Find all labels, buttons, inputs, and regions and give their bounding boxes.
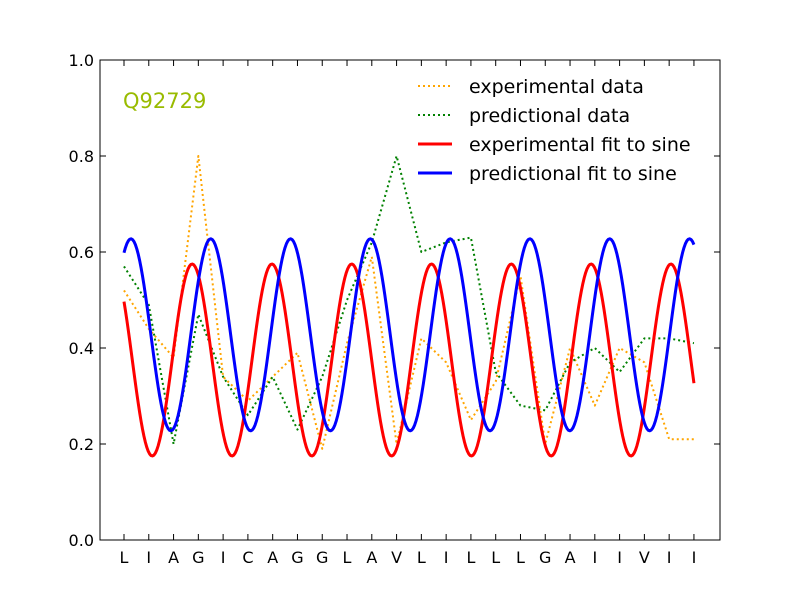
y-tick-label-4: 0.8 <box>69 147 94 166</box>
x-tick-label-15: L <box>491 548 500 567</box>
x-tick-label-3: G <box>192 548 204 567</box>
x-tick-label-23: I <box>692 548 697 567</box>
x-tick-label-14: L <box>466 548 475 567</box>
axis-ticks: 0.00.20.40.60.81.0L I A G I C A G G L A V L I L L L G A I I V… <box>69 51 720 567</box>
x-tick-label-19: I <box>592 548 597 567</box>
x-tick-label-6: A <box>267 548 278 567</box>
y-tick-label-3: 0.6 <box>69 243 94 262</box>
x-tick-label-12: L <box>417 548 426 567</box>
x-tick-label-22: I <box>667 548 672 567</box>
y-tick-label-5: 1.0 <box>69 51 94 70</box>
x-tick-label-7: G <box>291 548 303 567</box>
x-tick-label-20: I <box>617 548 622 567</box>
plot-area <box>122 155 696 458</box>
series-line-4 <box>122 237 696 433</box>
legend-label-3: experimental fit to sine <box>469 134 691 156</box>
x-tick-label-21: V <box>639 548 650 567</box>
x-tick-label-18: A <box>565 548 576 567</box>
x-tick-label-8: G <box>316 548 328 567</box>
series-line-3 <box>122 262 696 458</box>
series-line-1 <box>123 155 694 450</box>
y-tick-label-1: 0.2 <box>69 435 94 454</box>
legend-label-2: predictional data <box>469 105 630 127</box>
x-tick-label-4: I <box>221 548 226 567</box>
y-tick-label-2: 0.4 <box>69 339 94 358</box>
x-tick-label-16: L <box>516 548 525 567</box>
x-tick-label-13: I <box>444 548 449 567</box>
axes-frame <box>99 59 721 541</box>
x-tick-label-0: L <box>120 548 129 567</box>
y-tick-label-0: 0.0 <box>69 531 94 550</box>
x-tick-label-10: A <box>366 548 377 567</box>
x-tick-label-1: I <box>146 548 151 567</box>
legend-label-1: experimental data <box>469 76 644 98</box>
chart-annotation: Q92729 <box>123 89 206 113</box>
x-tick-label-17: G <box>539 548 551 567</box>
x-tick-label-11: V <box>391 548 402 567</box>
x-tick-label-2: A <box>168 548 179 567</box>
x-tick-label-9: L <box>343 548 352 567</box>
series-line-2 <box>123 155 695 445</box>
legend: experimental data predictional data experi… <box>418 76 691 185</box>
x-tick-label-5: C <box>242 548 253 567</box>
legend-label-4: predictional fit to sine <box>469 163 677 185</box>
